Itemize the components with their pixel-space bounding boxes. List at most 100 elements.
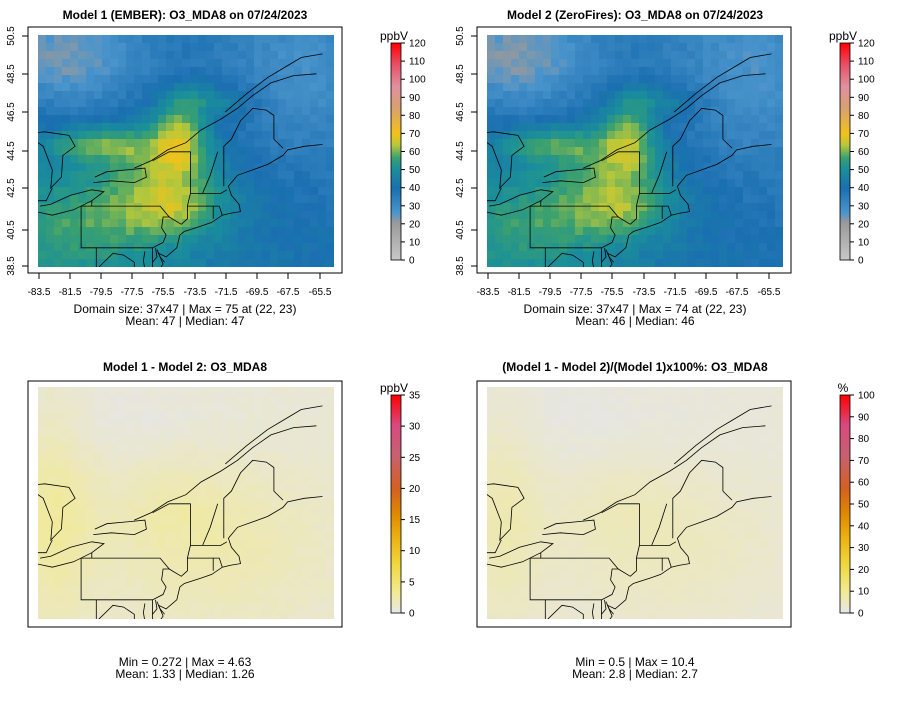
heatmap-cell xyxy=(687,131,696,140)
heatmap-cell xyxy=(302,587,311,596)
heatmap-cell xyxy=(615,611,624,619)
heatmap-cell xyxy=(615,499,624,508)
heatmap-cell xyxy=(118,139,127,148)
heatmap-cell xyxy=(94,227,103,236)
heatmap-cell xyxy=(487,587,496,596)
heatmap-cell xyxy=(511,251,520,260)
heatmap-cell xyxy=(535,163,544,172)
heatmap-cell xyxy=(535,491,544,500)
heatmap-cell xyxy=(254,219,263,228)
heatmap-cell xyxy=(719,411,728,420)
heatmap-cell xyxy=(230,411,239,420)
heatmap-cell xyxy=(535,563,544,572)
heatmap-cell xyxy=(527,179,536,188)
heatmap-cell xyxy=(767,587,776,596)
heatmap-cell xyxy=(230,403,239,412)
heatmap-cell xyxy=(190,547,199,556)
heatmap-cell xyxy=(751,563,760,572)
heatmap-cell xyxy=(727,475,736,484)
heatmap-cell xyxy=(687,587,696,596)
heatmap-cell xyxy=(310,35,319,44)
boundary-line xyxy=(544,247,584,267)
heatmap-cell xyxy=(487,555,496,564)
heatmap-cell xyxy=(751,211,760,220)
heatmap-cell xyxy=(198,515,207,524)
heatmap-cell xyxy=(102,43,111,52)
heatmap-cell xyxy=(326,435,334,444)
heatmap-cell xyxy=(318,603,327,612)
heatmap-cell xyxy=(214,203,223,212)
heatmap-cell xyxy=(759,523,768,532)
heatmap-cell xyxy=(134,403,143,412)
heatmap-cell xyxy=(671,451,680,460)
heatmap-cell xyxy=(62,155,71,164)
heatmap-cell xyxy=(222,571,231,580)
heatmap-cell xyxy=(719,427,728,436)
heatmap-cell xyxy=(270,563,279,572)
heatmap-cell xyxy=(222,75,231,84)
heatmap-cell xyxy=(719,555,728,564)
y-tick-label: 44.5 xyxy=(455,141,466,161)
heatmap-cell xyxy=(591,235,600,244)
heatmap-cell xyxy=(495,219,504,228)
heatmap-cell xyxy=(206,499,215,508)
heatmap-cell xyxy=(190,539,199,548)
heatmap-cell xyxy=(631,187,640,196)
heatmap-cell xyxy=(551,603,560,612)
heatmap-cell xyxy=(46,99,55,108)
x-tick-label: -65.5 xyxy=(758,287,781,298)
heatmap-cell xyxy=(310,131,319,140)
heatmap-cell xyxy=(54,35,63,44)
heatmap-cell xyxy=(695,219,704,228)
heatmap-cell xyxy=(767,219,776,228)
heatmap-cell xyxy=(110,531,119,540)
heatmap-cell xyxy=(310,179,319,188)
heatmap-cell xyxy=(623,507,632,516)
heatmap-cell xyxy=(495,139,504,148)
heatmap-cell xyxy=(38,403,47,412)
heatmap-cell xyxy=(166,211,175,220)
heatmap-cell xyxy=(551,451,560,460)
heatmap-cell xyxy=(703,587,712,596)
heatmap-cell xyxy=(519,171,528,180)
heatmap-cell xyxy=(487,547,496,556)
heatmap-cell xyxy=(54,115,63,124)
heatmap-cell xyxy=(559,459,568,468)
heatmap-cell xyxy=(142,235,151,244)
heatmap-cell xyxy=(62,451,71,460)
heatmap-cell xyxy=(326,171,334,180)
heatmap-cell xyxy=(278,587,287,596)
heatmap-cell xyxy=(294,499,303,508)
heatmap-cell xyxy=(623,459,632,468)
heatmap-cell xyxy=(294,427,303,436)
heatmap-cell xyxy=(158,539,167,548)
heatmap-cell xyxy=(86,147,95,156)
heatmap-cell xyxy=(535,203,544,212)
heatmap-cell xyxy=(102,483,111,492)
heatmap-cell xyxy=(583,91,592,100)
heatmap-cell xyxy=(54,483,63,492)
heatmap-cell xyxy=(775,219,783,228)
heatmap-cell xyxy=(495,147,504,156)
heatmap-cell xyxy=(503,155,512,164)
heatmap-cell xyxy=(118,179,127,188)
heatmap-cell xyxy=(294,99,303,108)
colorbar-tick-label: 10 xyxy=(858,237,870,248)
heatmap-cell xyxy=(158,43,167,52)
heatmap-cell xyxy=(246,155,255,164)
heatmap-cell xyxy=(230,67,239,76)
heatmap-cell xyxy=(631,35,640,44)
heatmap-cell xyxy=(559,603,568,612)
heatmap-cell xyxy=(222,539,231,548)
heatmap-cell xyxy=(262,483,271,492)
heatmap-cell xyxy=(270,179,279,188)
heatmap-cell xyxy=(663,43,672,52)
heatmap-cell xyxy=(246,259,255,267)
heatmap-cell xyxy=(158,587,167,596)
y-tick-label: 38.5 xyxy=(455,256,466,276)
heatmap-cell xyxy=(639,147,648,156)
heatmap-cell xyxy=(254,115,263,124)
heatmap-cell xyxy=(503,35,512,44)
heatmap-cell xyxy=(727,115,736,124)
heatmap-cell xyxy=(278,507,287,516)
